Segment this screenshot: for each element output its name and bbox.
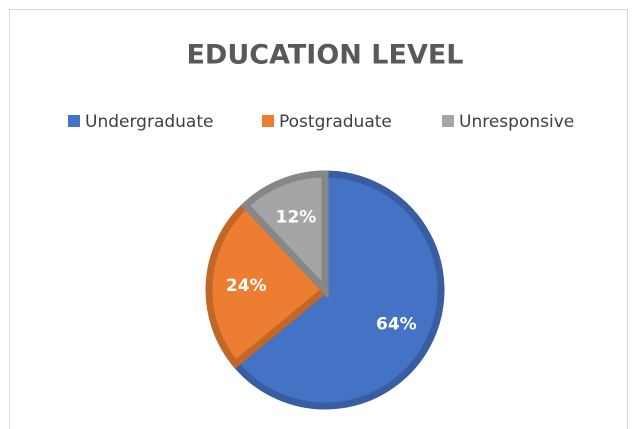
legend-swatch <box>442 115 454 127</box>
pie-slice <box>230 170 445 410</box>
legend-swatch <box>262 115 274 127</box>
pie-slice <box>205 200 331 369</box>
pie-slice <box>240 170 329 299</box>
legend-swatch <box>68 115 80 127</box>
data-label: 24% <box>226 276 267 296</box>
legend-label: Postgraduate <box>279 112 392 132</box>
legend-label: Unresponsive <box>459 112 574 132</box>
legend-label: Undergraduate <box>85 112 213 132</box>
data-label: 64% <box>376 315 417 335</box>
chart-title: EDUCATION LEVEL <box>186 40 463 71</box>
data-label: 12% <box>276 208 317 228</box>
